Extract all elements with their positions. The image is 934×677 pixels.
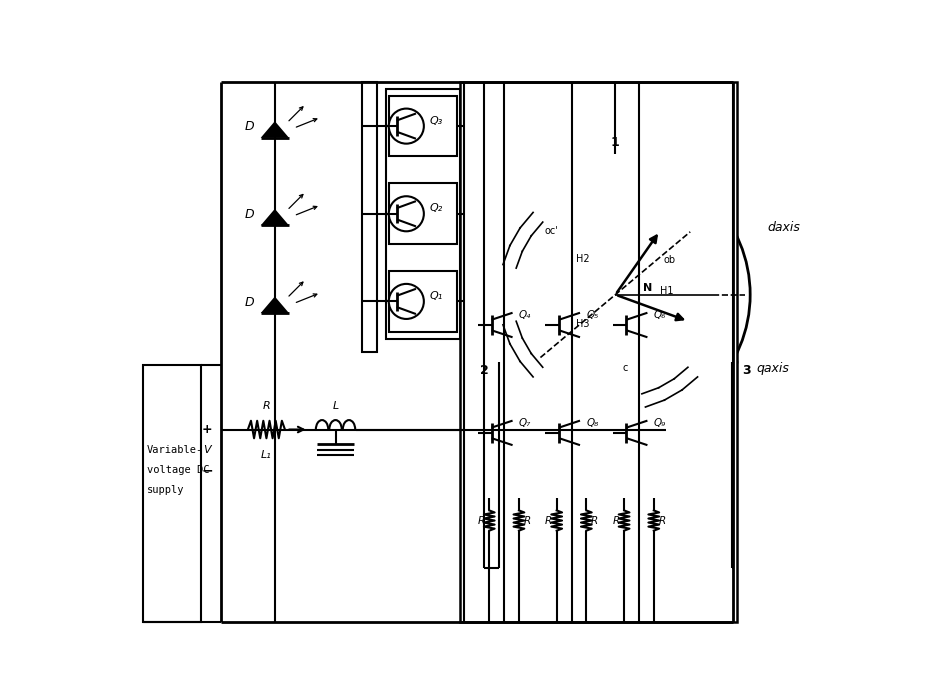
Text: R: R — [262, 401, 270, 411]
Circle shape — [649, 290, 658, 299]
Circle shape — [485, 307, 519, 343]
Text: D: D — [245, 296, 254, 309]
Bar — [460, 83, 737, 621]
Text: +: + — [202, 423, 213, 436]
Circle shape — [561, 241, 670, 349]
Text: R: R — [613, 516, 619, 525]
Text: Q₂: Q₂ — [430, 203, 443, 213]
Circle shape — [493, 357, 504, 368]
Text: V: V — [204, 445, 211, 455]
Circle shape — [480, 160, 750, 429]
Text: D: D — [245, 121, 254, 133]
Circle shape — [619, 416, 655, 450]
Text: Q₈: Q₈ — [587, 418, 599, 428]
Bar — [362, 83, 377, 352]
Text: R: R — [523, 516, 531, 525]
Text: c: c — [622, 363, 628, 373]
Bar — [389, 271, 457, 332]
Circle shape — [592, 324, 601, 332]
Text: Q₉: Q₉ — [654, 418, 666, 428]
Text: Q₁: Q₁ — [430, 291, 443, 301]
Text: Q₇: Q₇ — [519, 418, 531, 428]
Circle shape — [610, 154, 621, 165]
Text: N: N — [644, 283, 652, 293]
Polygon shape — [261, 209, 289, 225]
Bar — [389, 183, 457, 244]
Bar — [364, 236, 375, 257]
Circle shape — [389, 108, 424, 144]
Text: oc': oc' — [545, 226, 559, 236]
Text: supply: supply — [147, 485, 184, 495]
Text: R: R — [477, 516, 485, 525]
Text: 1: 1 — [611, 137, 619, 150]
Polygon shape — [261, 121, 289, 138]
Text: qaxis: qaxis — [757, 362, 790, 375]
Text: R: R — [545, 516, 552, 525]
Text: Q₃: Q₃ — [430, 116, 443, 126]
Text: voltage DC: voltage DC — [147, 465, 209, 475]
Bar — [144, 366, 201, 621]
Text: −: − — [202, 463, 213, 477]
Circle shape — [389, 284, 424, 319]
Circle shape — [389, 196, 424, 232]
Text: 2: 2 — [479, 364, 488, 377]
Circle shape — [485, 416, 519, 450]
Text: Q₅: Q₅ — [587, 310, 599, 320]
Bar — [386, 89, 460, 338]
Polygon shape — [261, 297, 289, 313]
Circle shape — [552, 416, 587, 450]
Text: ob: ob — [663, 255, 675, 265]
Text: H1: H1 — [659, 286, 673, 297]
Bar — [389, 95, 457, 156]
Text: D: D — [245, 208, 254, 221]
Circle shape — [592, 258, 601, 266]
Bar — [362, 83, 377, 352]
Circle shape — [619, 307, 655, 343]
Text: R: R — [658, 516, 666, 525]
Text: L₁: L₁ — [261, 450, 272, 460]
Circle shape — [727, 357, 738, 368]
Text: Variable-: Variable- — [147, 445, 203, 455]
Text: Q₆: Q₆ — [654, 310, 666, 320]
Text: H2: H2 — [576, 254, 589, 263]
Circle shape — [517, 197, 713, 393]
Text: 3: 3 — [743, 364, 751, 377]
Text: L: L — [333, 401, 339, 411]
Text: daxis: daxis — [767, 221, 800, 234]
Text: R: R — [591, 516, 598, 525]
Text: Q₄: Q₄ — [519, 310, 531, 320]
Text: H3: H3 — [576, 319, 589, 329]
Circle shape — [552, 307, 587, 343]
